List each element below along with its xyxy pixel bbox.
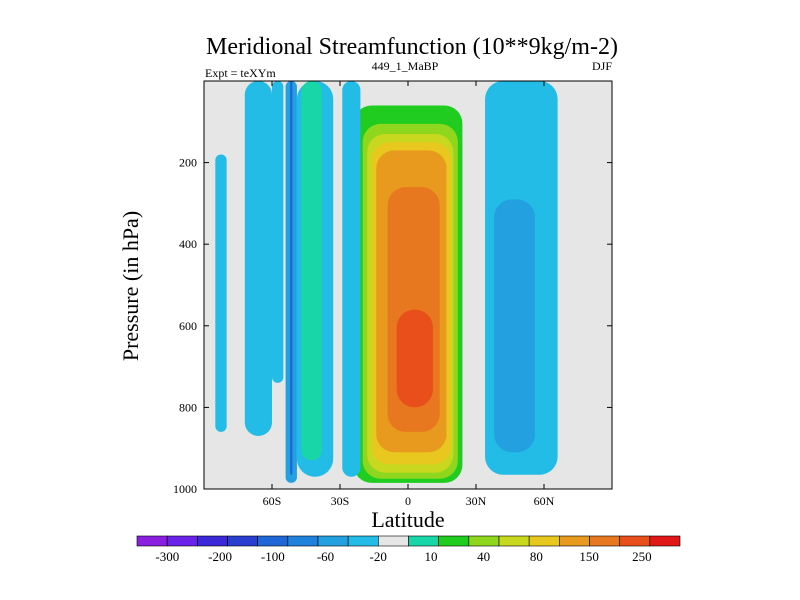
colorbar-bin (498, 535, 530, 547)
colorbar-label: -200 (208, 549, 232, 564)
colorbar-bin (317, 535, 349, 547)
colorbar-label: 10 (424, 549, 437, 564)
colorbar-bin (257, 535, 289, 547)
contour-region-negative-bands-sh-2 (272, 81, 284, 383)
contour-region-negative-bands-sh-7 (342, 81, 361, 477)
contour-region-negative-bands-sh-1 (244, 81, 272, 436)
y-tick-label: 1000 (173, 482, 197, 496)
colorbar-label: 80 (530, 549, 543, 564)
y-tick-label: 600 (179, 319, 197, 333)
colorbar-label: -100 (261, 549, 285, 564)
colorbar-bin (166, 535, 198, 547)
x-tick-label: 60S (263, 494, 282, 508)
colorbar-bin (649, 535, 681, 547)
colorbar-bin (528, 535, 560, 547)
y-tick-label: 800 (179, 400, 197, 414)
chart-title: Meridional Streamfunction (10**9kg/m-2) (206, 34, 618, 60)
colorbar-label: -60 (317, 549, 334, 564)
y-tick-label: 200 (179, 156, 197, 170)
contour-region-negative-bands-sh-4 (290, 81, 293, 475)
contour-region-positive-cell-6 (396, 309, 433, 408)
contour-region-negative-bands-sh-0 (215, 154, 227, 432)
colorbar-label: 250 (632, 549, 652, 564)
x-axis-label: Latitude (371, 507, 444, 532)
run-label: 449_1_MaBP (372, 59, 439, 73)
colorbar-bin (589, 535, 620, 547)
colorbar-bin (438, 535, 470, 547)
colorbar-label: -300 (155, 549, 179, 564)
colorbar-bin (347, 535, 379, 547)
contour-region-negative-bands-sh-6 (301, 81, 322, 461)
x-tick-label: 60N (534, 494, 555, 508)
colorbar-bin (619, 535, 651, 547)
y-axis-label: Pressure (in hPa) (118, 211, 143, 361)
colorbar-bin (136, 535, 168, 547)
colorbar-bin (559, 535, 590, 547)
colorbar-bin (197, 535, 228, 547)
colorbar-bin (378, 535, 409, 547)
plot-area: 60S 30S 0 30N 60N 200 400 600 800 1000 (173, 80, 613, 508)
colorbar-bin (408, 535, 439, 547)
colorbar-label: 40 (477, 549, 490, 564)
colorbar-bin (227, 535, 258, 547)
colorbar-label: 150 (579, 549, 599, 564)
x-tick-label: 0 (405, 494, 411, 508)
experiment-label: Expt = teXYm (205, 66, 276, 80)
colorbar-bin (468, 535, 500, 547)
x-tick-label: 30S (331, 494, 350, 508)
season-label: DJF (592, 59, 612, 73)
colorbar-label: -20 (370, 549, 387, 564)
colorbar-bin (287, 535, 319, 547)
contour-region-negative-cell-nh-1 (494, 199, 535, 453)
y-tick-label: 400 (179, 237, 197, 251)
x-tick-label: 30N (466, 494, 487, 508)
colorbar: -300 -200 -100 -60 -20 10 40 80 150 250 (136, 535, 681, 564)
